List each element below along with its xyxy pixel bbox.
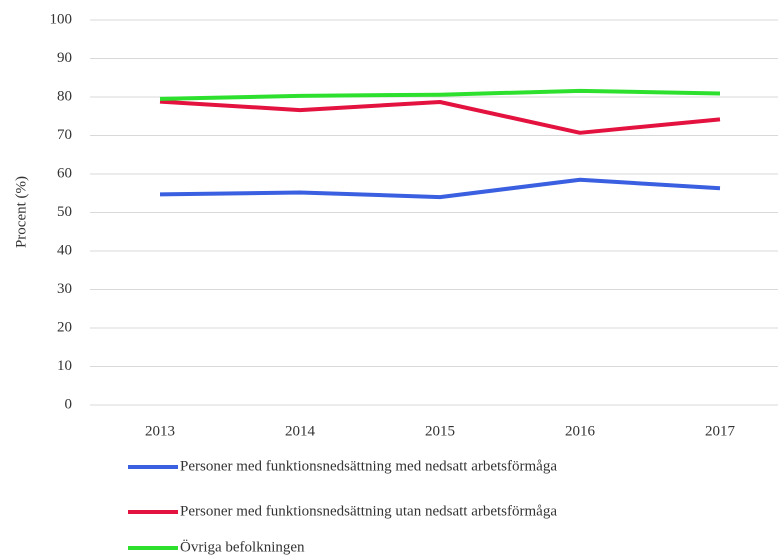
y-tick-label: 80: [57, 88, 72, 104]
y-tick-label: 60: [57, 165, 72, 181]
x-tick-label: 2017: [705, 423, 736, 439]
series-line: [159, 99, 721, 135]
y-tick-label: 30: [57, 281, 72, 297]
y-tick-label: 50: [57, 204, 72, 220]
legend-label: Personer med funktionsnedsättning med ne…: [180, 458, 557, 474]
y-tick-label: 0: [65, 396, 73, 412]
y-tick-label: 100: [50, 11, 73, 27]
series-line: [159, 88, 721, 101]
x-tick-label: 2015: [425, 423, 455, 439]
y-axis-label: Procent (%): [13, 176, 29, 248]
legend-label: Personer med funktionsnedsättning utan n…: [180, 503, 557, 519]
x-tick-label: 2013: [145, 423, 175, 439]
series-line: [159, 177, 721, 200]
y-tick-label: 10: [57, 358, 72, 374]
legend-label: Övriga befolkningen: [180, 538, 305, 555]
y-tick-label: 90: [57, 50, 72, 66]
y-tick-label: 40: [57, 242, 72, 258]
y-tick-label: 20: [57, 319, 72, 335]
x-tick-label: 2014: [285, 423, 316, 439]
x-tick-label: 2016: [565, 423, 596, 439]
y-tick-label: 70: [57, 127, 72, 143]
